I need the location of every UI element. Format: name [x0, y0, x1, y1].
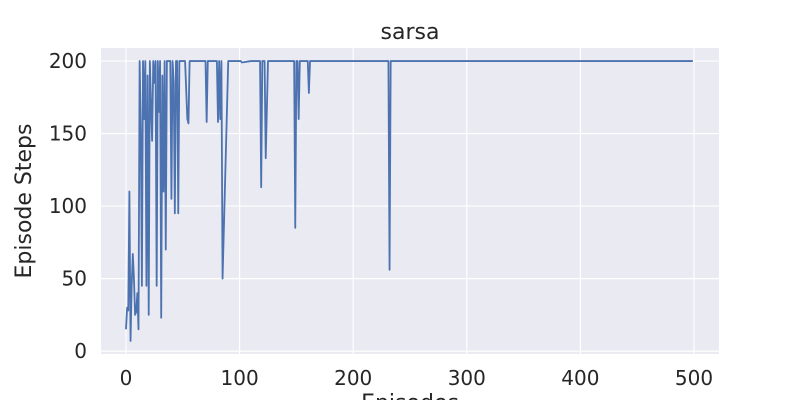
x-tick-label: 0: [120, 366, 133, 390]
plot-background: [101, 48, 719, 354]
series-line: [125, 60, 693, 342]
y-tick-label: 200: [49, 49, 87, 73]
y-ticks: 0 50 100 150 200: [49, 49, 87, 363]
y-tick-label: 150: [49, 122, 87, 146]
x-tick-label: 300: [448, 366, 486, 390]
y-tick-label: 50: [62, 267, 87, 291]
chart-title: sarsa: [381, 20, 440, 45]
y-tick-label: 100: [49, 194, 87, 218]
x-tick-label: 400: [561, 366, 599, 390]
x-ticks: 0 100 200 300 400 500: [120, 366, 713, 390]
y-axis-label: Episode Steps: [12, 124, 37, 279]
x-tick-label: 100: [221, 366, 259, 390]
y-tick-label: 0: [74, 339, 87, 363]
x-tick-label: 500: [675, 366, 713, 390]
x-tick-label: 200: [334, 366, 372, 390]
series-layer: [125, 60, 693, 342]
x-axis-label: Episodes: [361, 391, 459, 400]
